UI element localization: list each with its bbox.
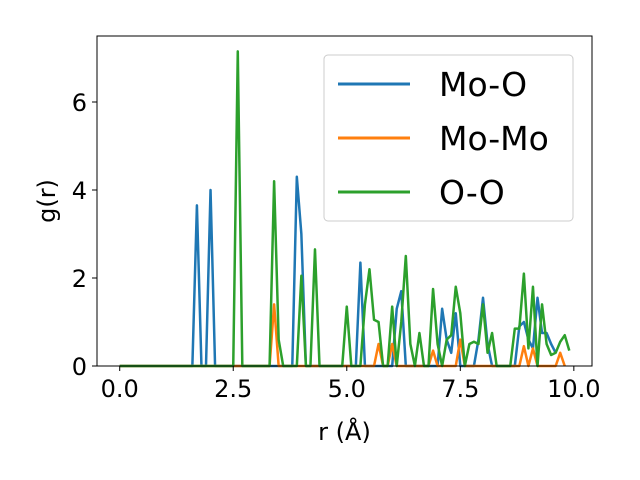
x-axis-ticks: 0.0 2.5 5.0 7.5 10.0 <box>101 366 601 403</box>
legend-box <box>323 54 574 222</box>
legend-label: Mo-Mo <box>439 119 549 158</box>
x-tick-label: 10.0 <box>547 375 600 403</box>
x-tick-label: 5.0 <box>328 375 366 403</box>
legend-label: O-O <box>439 173 505 212</box>
y-tick-label: 4 <box>72 177 87 205</box>
x-tick-label: 0.0 <box>101 375 139 403</box>
legend-label: Mo-O <box>439 65 527 104</box>
y-tick-label: 2 <box>72 265 87 293</box>
x-tick-label: 7.5 <box>441 375 479 403</box>
legend: Mo-O Mo-Mo O-O <box>323 54 574 222</box>
x-tick-label: 2.5 <box>214 375 252 403</box>
y-tick-label: 0 <box>72 353 87 381</box>
axes-frame <box>96 35 593 367</box>
y-tick-label: 6 <box>72 89 87 117</box>
x-axis-label: r (Å) <box>318 417 371 446</box>
y-axis-ticks: 0 2 4 6 <box>72 89 97 381</box>
y-axis-label: g(r) <box>33 179 61 223</box>
